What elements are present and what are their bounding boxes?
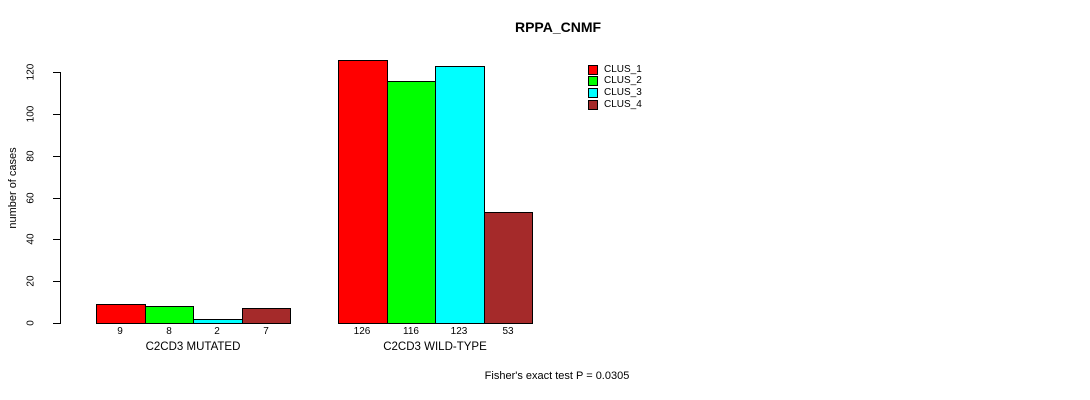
y-tick bbox=[53, 198, 60, 199]
bar bbox=[242, 308, 291, 324]
y-axis-line bbox=[60, 72, 61, 324]
y-tick-label: 20 bbox=[25, 275, 37, 287]
bar-value-label: 9 bbox=[117, 326, 123, 337]
legend-item: CLUS_2 bbox=[588, 76, 642, 88]
bar-value-label: 8 bbox=[166, 326, 172, 337]
bar bbox=[338, 60, 388, 324]
y-tick-label: 60 bbox=[25, 192, 37, 204]
bar-value-label: 126 bbox=[353, 326, 371, 337]
y-tick-label: 120 bbox=[25, 63, 37, 81]
bar bbox=[145, 306, 194, 324]
bar bbox=[484, 212, 533, 324]
footer-note: Fisher's exact test P = 0.0305 bbox=[484, 370, 630, 382]
legend-label: CLUS_3 bbox=[604, 86, 642, 98]
legend-swatch bbox=[588, 87, 598, 98]
legend-swatch bbox=[588, 99, 598, 110]
legend-label: CLUS_4 bbox=[604, 98, 642, 110]
y-tick bbox=[53, 72, 60, 73]
y-tick-label: 40 bbox=[25, 233, 37, 245]
bar-value-label: 2 bbox=[214, 326, 220, 337]
y-tick-label: 80 bbox=[25, 150, 37, 162]
y-tick bbox=[53, 156, 60, 157]
legend-label: CLUS_1 bbox=[604, 63, 642, 75]
y-tick bbox=[53, 114, 60, 115]
legend-item: CLUS_3 bbox=[588, 87, 642, 99]
bar bbox=[96, 304, 146, 324]
legend-swatch bbox=[588, 76, 598, 87]
bar-value-label: 116 bbox=[403, 326, 419, 337]
legend-item: CLUS_4 bbox=[588, 99, 642, 111]
bar bbox=[435, 66, 485, 324]
y-tick bbox=[53, 323, 60, 324]
y-tick bbox=[53, 281, 60, 282]
y-tick-label: 0 bbox=[25, 320, 37, 326]
bar bbox=[193, 319, 243, 324]
legend-swatch bbox=[588, 64, 598, 75]
legend: CLUS_1 CLUS_2 CLUS_3 CLUS_4 bbox=[588, 64, 642, 110]
chart-title: RPPA_CNMF bbox=[514, 19, 602, 35]
bar-value-label: 123 bbox=[450, 326, 468, 337]
legend-label: CLUS_2 bbox=[604, 75, 642, 87]
legend-item: CLUS_1 bbox=[588, 64, 642, 76]
group-label: C2CD3 WILD-TYPE bbox=[383, 341, 487, 353]
bar-value-label: 7 bbox=[263, 326, 269, 337]
y-tick bbox=[53, 239, 60, 240]
group-label: C2CD3 MUTATED bbox=[145, 341, 241, 353]
bar-value-label: 53 bbox=[502, 326, 514, 337]
bar bbox=[387, 81, 436, 324]
y-tick-label: 100 bbox=[25, 105, 37, 123]
